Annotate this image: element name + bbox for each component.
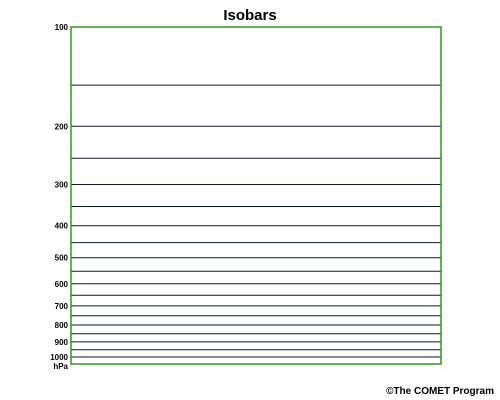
isobar-lines xyxy=(71,84,441,358)
pressure-tick-labels: 100 200 300 400 500 600 700 800 900 1000 xyxy=(50,23,68,362)
pressure-label-400: 400 xyxy=(55,222,69,231)
credit-text: ©The COMET Program xyxy=(386,386,494,397)
pressure-label-600: 600 xyxy=(55,280,69,289)
pressure-label-100: 100 xyxy=(55,23,69,32)
pressure-label-800: 800 xyxy=(55,321,69,330)
pressure-label-500: 500 xyxy=(55,254,69,263)
pressure-label-200: 200 xyxy=(55,122,69,131)
diagram-frame xyxy=(70,26,442,365)
pressure-label-700: 700 xyxy=(55,302,69,311)
pressure-label-900: 900 xyxy=(55,338,69,347)
pressure-label-1000: 1000 xyxy=(50,353,68,362)
figure-title: Isobars xyxy=(223,7,277,24)
pressure-unit-label: hPa xyxy=(53,362,68,371)
pressure-label-300: 300 xyxy=(55,181,69,190)
